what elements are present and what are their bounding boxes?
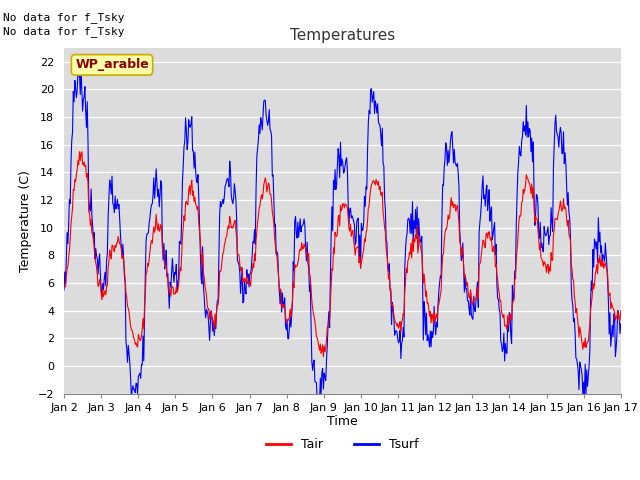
Legend: Tair, Tsurf: Tair, Tsurf bbox=[261, 433, 424, 456]
Title: Temperatures: Temperatures bbox=[290, 28, 395, 43]
Text: No data for f_Tsky: No data for f_Tsky bbox=[3, 12, 125, 23]
Y-axis label: Temperature (C): Temperature (C) bbox=[19, 170, 32, 272]
X-axis label: Time: Time bbox=[327, 415, 358, 429]
Text: WP_arable: WP_arable bbox=[75, 59, 149, 72]
Text: No data for f_Tsky: No data for f_Tsky bbox=[3, 26, 125, 37]
